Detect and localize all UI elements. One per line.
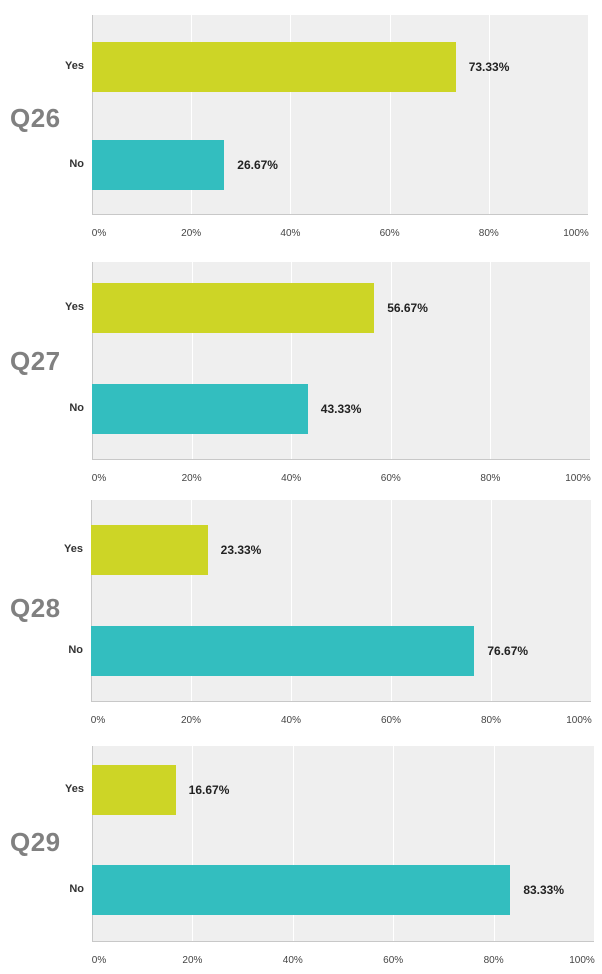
gridline (192, 746, 193, 942)
gridline (192, 262, 193, 460)
x-tick-label: 20% (181, 228, 202, 239)
x-tick-label: 60% (380, 473, 401, 484)
x-tick-label: 100% (569, 955, 595, 966)
x-tick-label: 0% (91, 473, 107, 484)
gridline (291, 500, 292, 702)
gridline (591, 500, 592, 702)
y-axis-line (92, 15, 93, 215)
gridline (489, 15, 490, 215)
x-tick-label: 40% (280, 715, 302, 726)
x-tick-label: 80% (480, 473, 501, 484)
gridline (291, 262, 292, 460)
category-label: Yes (65, 301, 84, 313)
x-tick-label: 80% (483, 955, 504, 966)
data-label: 16.67% (188, 783, 230, 797)
data-label: 73.33% (468, 60, 510, 74)
chart-panel-q28: Q28 23.33% 76.67% Yes No 0% 20% 40% 60% 80% 100% (0, 500, 602, 732)
chart-panel-q27: Q27 56.67% 43.33% Yes No 0% 20% 40% 60% 80% 100% (0, 262, 602, 490)
x-tick-label: 0% (91, 228, 107, 239)
x-tick-label: 20% (180, 715, 202, 726)
gridline (390, 15, 391, 215)
x-axis-line (92, 459, 590, 460)
chart-title: Q29 (10, 827, 61, 857)
gridline (590, 262, 591, 460)
x-axis-line (92, 941, 594, 942)
x-axis-line (91, 701, 591, 702)
bar-yes (92, 42, 456, 92)
gridline (588, 15, 589, 215)
plot-area: 23.33% 76.67% (91, 500, 592, 702)
x-tick-label: 60% (380, 715, 402, 726)
x-tick-label: 80% (480, 715, 502, 726)
bar-no (92, 865, 511, 915)
gridline (491, 500, 492, 702)
x-tick-label: 40% (281, 473, 302, 484)
gridline (290, 15, 291, 215)
data-label: 26.67% (237, 158, 278, 172)
gridline (594, 746, 595, 942)
gridline (293, 746, 294, 942)
data-label: 83.33% (523, 883, 565, 897)
gridline (490, 262, 491, 460)
data-label: 76.67% (487, 644, 529, 658)
x-tick-label: 0% (90, 715, 106, 726)
bar-yes (91, 525, 208, 575)
plot-area: 73.33% 26.67% (92, 15, 589, 215)
category-label: Yes (65, 60, 84, 72)
gridline (391, 500, 392, 702)
x-axis-line (92, 214, 588, 215)
y-axis-line (92, 746, 93, 942)
x-tick-label: 80% (478, 228, 499, 239)
x-tick-label: 100% (563, 228, 589, 239)
category-label: No (69, 402, 84, 414)
bar-no (92, 140, 225, 190)
x-tick-label: 100% (565, 473, 591, 484)
x-tick-label: 40% (282, 955, 303, 966)
x-tick-label: 60% (379, 228, 400, 239)
y-axis-line (91, 500, 92, 702)
category-label: Yes (65, 783, 84, 795)
category-label: Yes (64, 543, 83, 555)
chart-title: Q26 (10, 103, 61, 133)
y-axis-line (92, 262, 93, 460)
x-tick-label: 40% (280, 228, 301, 239)
chart-title: Q28 (10, 593, 61, 623)
gridline (391, 262, 392, 460)
category-label: No (68, 644, 83, 656)
data-label: 43.33% (320, 402, 362, 416)
bar-no (91, 626, 475, 676)
bar-yes (92, 283, 375, 333)
gridline (191, 500, 192, 702)
chart-panel-q26: Q26 73.33% 26.67% Yes No 0% 20% 40% 60% 80% 100% (0, 15, 602, 245)
plot-area: 16.67% 83.33% (92, 746, 595, 942)
bar-yes (92, 765, 176, 815)
x-tick-label: 0% (91, 955, 107, 966)
gridline (494, 746, 495, 942)
chart-panel-q29: Q29 16.67% 83.33% Yes No 0% 20% 40% 60% 80% 100% (0, 746, 602, 972)
x-tick-label: 20% (181, 473, 202, 484)
bar-no (92, 384, 308, 434)
category-label: No (69, 883, 84, 895)
gridline (393, 746, 394, 942)
data-label: 23.33% (220, 543, 262, 557)
chart-title: Q27 (10, 346, 61, 376)
plot-area: 56.67% 43.33% (92, 262, 591, 460)
gridline (191, 15, 192, 215)
data-label: 56.67% (387, 301, 428, 315)
category-label: No (69, 158, 84, 170)
x-tick-label: 100% (566, 715, 592, 726)
x-tick-label: 20% (182, 955, 203, 966)
x-tick-label: 60% (383, 955, 404, 966)
